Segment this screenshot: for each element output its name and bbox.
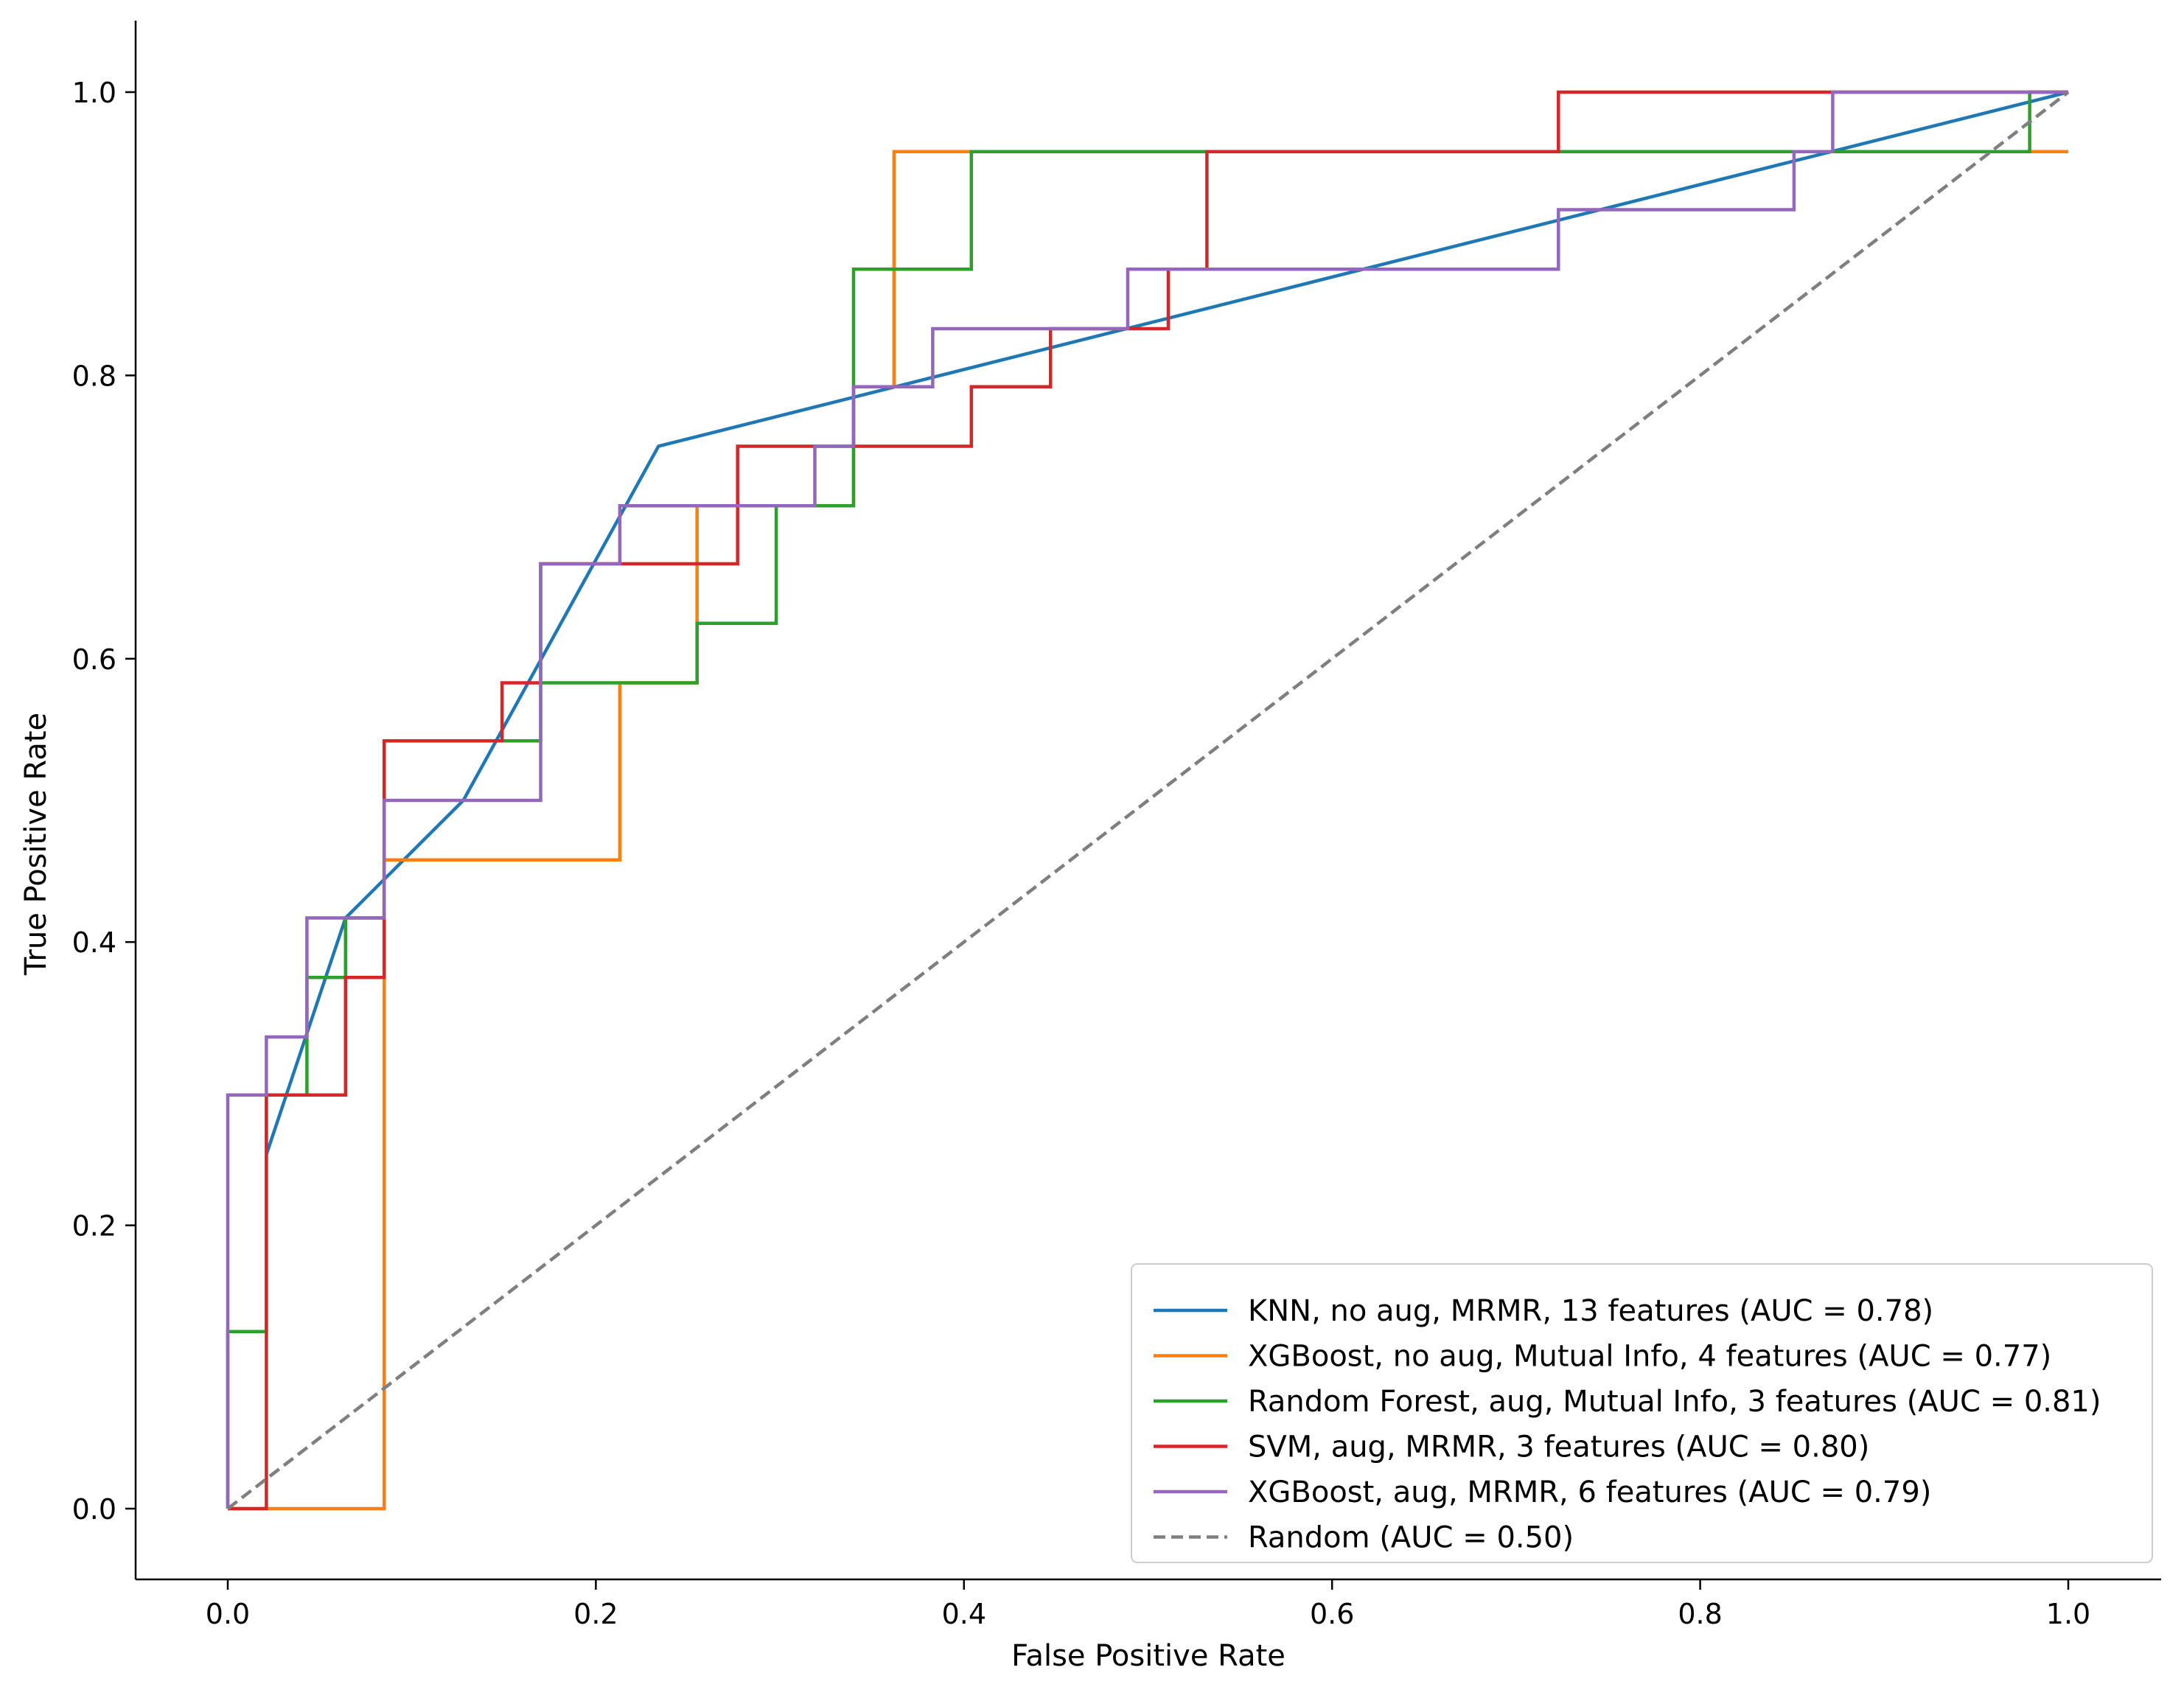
legend-label-5: Random (AUC = 0.50) [1248,1521,1574,1555]
x-tick-label: 0.0 [206,1598,250,1630]
plot-lines [226,90,2070,1511]
series-line-5 [226,91,2070,1510]
x-tick-label: 0.6 [1310,1598,1354,1630]
y-tick-label: 0.6 [72,643,116,676]
x-ticks: 0.0 0.2 0.4 0.6 0.8 1.0 [206,1579,2090,1630]
x-tick-label: 0.8 [1678,1598,1722,1630]
legend-label-1: XGBoost, no aug, Mutual Info, 4 features… [1248,1340,2051,1374]
legend-box [1131,1263,2153,1563]
legend-label-0: KNN, no aug, MRMR, 13 features (AUC = 0.… [1248,1294,1933,1328]
series-line-0 [265,90,2069,1156]
x-tick-label: 1.0 [2046,1598,2090,1630]
y-axis-label: True Positive Rate [19,713,53,976]
y-tick-label: 0.2 [72,1210,116,1243]
y-tick-label: 0.0 [72,1493,116,1526]
axes [134,21,2161,1581]
y-ticks: 0.0 0.2 0.4 0.6 0.8 1.0 [72,77,136,1526]
legend: KNN, no aug, MRMR, 13 features (AUC = 0.… [1131,1263,2153,1563]
y-tick-label: 0.8 [72,360,116,392]
y-tick-label: 0.4 [72,926,116,959]
series-line-4 [226,90,2068,1509]
y-tick-label: 1.0 [72,77,116,109]
x-axis-label: False Positive Rate [1011,1639,1285,1673]
x-tick-label: 0.4 [942,1598,986,1630]
legend-label-3: SVM, aug, MRMR, 3 features (AUC = 0.80) [1248,1431,1869,1464]
legend-label-4: XGBoost, aug, MRMR, 6 features (AUC = 0.… [1248,1475,1931,1509]
x-tick-label: 0.2 [573,1598,618,1630]
legend-label-2: Random Forest, aug, Mutual Info, 3 featu… [1248,1385,2101,1419]
